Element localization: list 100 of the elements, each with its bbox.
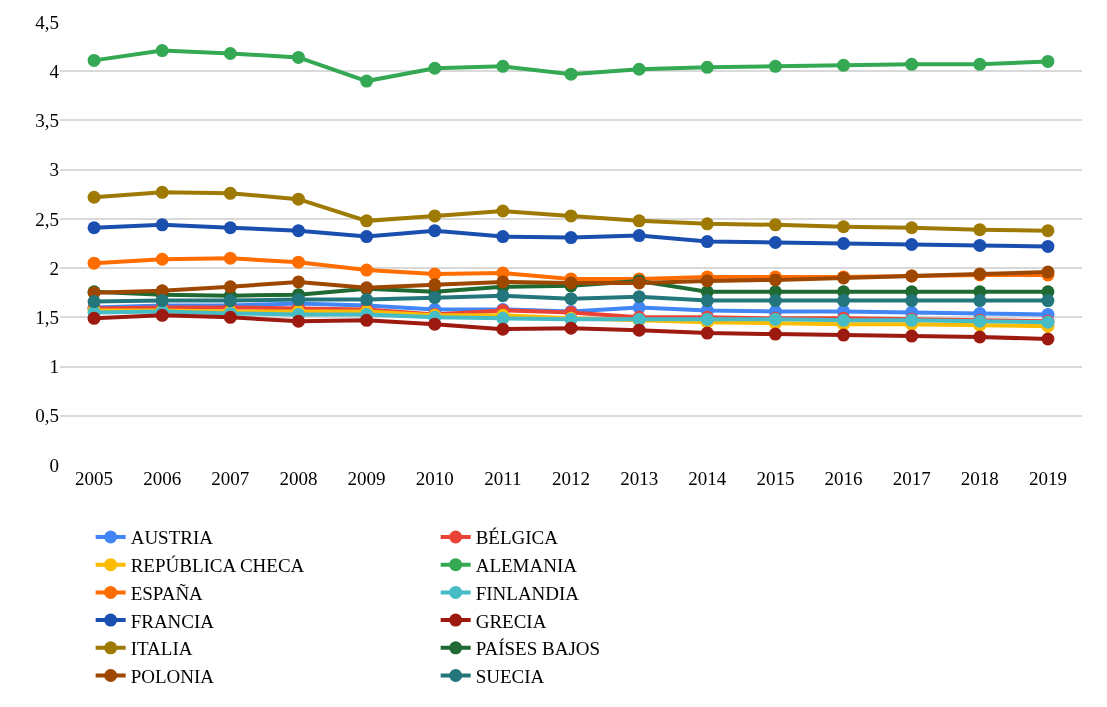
point xyxy=(496,230,510,244)
point xyxy=(768,59,782,73)
point xyxy=(291,293,305,307)
point xyxy=(360,293,374,307)
point xyxy=(700,217,714,231)
point xyxy=(428,224,442,238)
x-tick-label: 2008 xyxy=(279,468,318,489)
point xyxy=(632,229,646,243)
point xyxy=(564,209,578,223)
x-tick-label: 2019 xyxy=(1028,468,1067,489)
point xyxy=(905,221,919,235)
point xyxy=(223,294,237,308)
x-tick-label: 2016 xyxy=(824,468,863,489)
point xyxy=(1041,294,1055,308)
point xyxy=(632,62,646,76)
point xyxy=(87,311,101,325)
x-tick-label: 2013 xyxy=(620,468,659,489)
y-tick-label: 0,5 xyxy=(35,405,59,427)
x-tick-label: 2012 xyxy=(552,468,590,489)
point xyxy=(1041,224,1055,238)
point xyxy=(428,278,442,292)
point xyxy=(700,274,714,288)
point xyxy=(291,224,305,238)
point xyxy=(632,290,646,304)
legend-label: BÉLGICA xyxy=(475,527,559,549)
point xyxy=(496,275,510,289)
legend-label: FINLANDIA xyxy=(475,582,580,604)
point xyxy=(496,204,510,218)
legend-label: POLONIA xyxy=(130,665,215,687)
point xyxy=(223,251,237,265)
point xyxy=(1041,332,1055,346)
y-tick-label: 2,5 xyxy=(35,208,59,230)
legend-label: GRECIA xyxy=(475,610,547,632)
point xyxy=(1041,239,1055,253)
point xyxy=(837,220,851,234)
point xyxy=(768,327,782,341)
legend-label: SUECIA xyxy=(475,665,545,687)
point xyxy=(768,294,782,308)
point xyxy=(223,221,237,235)
point xyxy=(837,328,851,342)
point xyxy=(496,59,510,73)
point xyxy=(291,314,305,328)
x-tick-label: 2017 xyxy=(892,468,931,489)
point xyxy=(564,321,578,335)
point xyxy=(564,231,578,245)
y-tick-label: 0 xyxy=(49,454,59,476)
legend-label: AUSTRIA xyxy=(130,527,214,549)
point xyxy=(768,236,782,250)
point xyxy=(496,289,510,303)
legend-label: FRANCIA xyxy=(130,610,215,632)
y-tick-label: 1,5 xyxy=(35,306,59,328)
point xyxy=(360,74,374,88)
point xyxy=(155,308,169,322)
x-tick-label: 2009 xyxy=(347,468,386,489)
point xyxy=(905,329,919,343)
point xyxy=(155,185,169,199)
point xyxy=(291,192,305,206)
point xyxy=(428,61,442,75)
x-tick-label: 2018 xyxy=(960,468,999,489)
x-tick-label: 2014 xyxy=(688,468,727,489)
point xyxy=(700,60,714,74)
point xyxy=(87,53,101,67)
point xyxy=(155,294,169,308)
point xyxy=(973,294,987,308)
point xyxy=(428,317,442,331)
point xyxy=(837,237,851,250)
legend-label: ALEMANIA xyxy=(475,555,578,577)
point xyxy=(564,292,578,306)
y-tick-label: 1 xyxy=(49,356,59,378)
point xyxy=(87,190,101,204)
point xyxy=(973,223,987,237)
point xyxy=(700,294,714,308)
point xyxy=(700,235,714,249)
point xyxy=(360,230,374,244)
point xyxy=(973,330,987,344)
point xyxy=(564,67,578,81)
point xyxy=(1041,54,1055,68)
point xyxy=(223,310,237,324)
y-tick-label: 2 xyxy=(49,257,59,279)
legend-label: ITALIA xyxy=(130,638,193,660)
point xyxy=(837,58,851,72)
point xyxy=(428,209,442,223)
y-tick-label: 3 xyxy=(49,159,59,181)
x-tick-label: 2010 xyxy=(415,468,454,489)
point xyxy=(973,238,987,252)
point xyxy=(428,291,442,305)
point xyxy=(291,275,305,289)
point xyxy=(223,280,237,294)
point xyxy=(360,263,374,277)
point xyxy=(360,313,374,327)
point xyxy=(905,237,919,251)
point xyxy=(905,57,919,71)
point xyxy=(632,323,646,337)
x-tick-label: 2007 xyxy=(211,468,250,489)
point xyxy=(768,218,782,232)
point xyxy=(360,214,374,228)
point xyxy=(87,221,101,235)
point xyxy=(632,214,646,228)
point xyxy=(155,44,169,58)
point xyxy=(291,255,305,269)
